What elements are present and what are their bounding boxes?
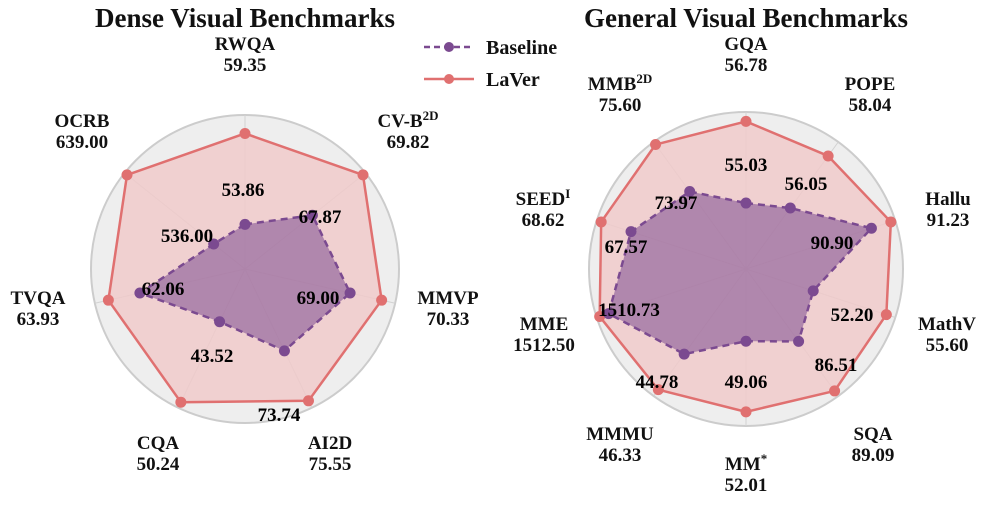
general-axis-name-gqa: GQA xyxy=(724,34,768,55)
general-axis-name-mm: MM* xyxy=(725,451,767,476)
general-baseline-label-sqa: 86.51 xyxy=(815,355,858,376)
general-laver-point-pope xyxy=(822,150,834,162)
dense-baseline-point-ocrb xyxy=(208,238,220,250)
general-axis-name-mathv: MathV xyxy=(918,314,976,335)
dense-laver-point-ai2d xyxy=(302,395,314,407)
dense-laver-point-rwqa xyxy=(239,127,251,139)
general-baseline-point-hallu xyxy=(865,222,877,234)
dense-laver-value-rwqa: 59.35 xyxy=(224,55,267,76)
dense-axis-name-rwqa: RWQA xyxy=(215,34,276,55)
general-laver-point-mmmu xyxy=(652,384,664,396)
general-laver-point-sqa xyxy=(829,385,841,397)
general-baseline-label-mathv: 52.20 xyxy=(831,305,874,326)
general-axis-name-sqa: SQA xyxy=(853,424,892,445)
dense-baseline-polygon xyxy=(138,213,352,353)
general-baseline-point-pope xyxy=(784,202,796,214)
dense-axis-name-ai2d: AI2D xyxy=(308,433,352,454)
dense-baseline-label-cqa: 43.52 xyxy=(191,346,234,367)
dense-axis-name-ocrb: OCRB xyxy=(55,111,110,132)
general-laver-value-hallu: 91.23 xyxy=(927,210,970,231)
dense-baseline-label-rwqa: 53.86 xyxy=(222,180,265,201)
dense-baseline-label-ai2d: 73.74 xyxy=(258,405,301,426)
general-axis-name-pope: POPE xyxy=(845,74,896,95)
general-baseline-label-hallu: 90.90 xyxy=(811,233,854,254)
general-baseline-label-mmmu: 44.78 xyxy=(636,372,679,393)
general-baseline-label-gqa: 55.03 xyxy=(725,155,768,176)
dense-baseline-label-mmvp: 69.00 xyxy=(297,288,340,309)
dense-axis-name-tvqa: TVQA xyxy=(11,288,66,309)
general-radar-chart: 55.03 56.05 90.90 52.20 86.51 49.06 44.78 1510.… xyxy=(513,34,976,496)
general-laver-point-mme xyxy=(594,311,606,323)
general-laver-point-gqa xyxy=(740,115,752,127)
general-baseline-point-sqa xyxy=(793,335,805,347)
general-laver-value-mmb: 75.60 xyxy=(599,95,642,116)
general-baseline-point-seed xyxy=(625,226,637,238)
dense-laver-value-cqa: 50.24 xyxy=(137,454,180,475)
general-baseline-point-mmmu xyxy=(678,348,690,360)
legend: Baseline LaVer xyxy=(424,37,557,91)
general-laver-value-mathv: 55.60 xyxy=(926,335,969,356)
dense-laver-point-cv-b xyxy=(357,169,369,181)
dense-laver-point-tvqa xyxy=(102,294,114,306)
legend-laver-marker xyxy=(444,74,454,84)
dense-chart-title: Dense Visual Benchmarks xyxy=(95,3,395,33)
dense-laver-point-mmvp xyxy=(376,294,388,306)
dense-axis-name-cqa: CQA xyxy=(137,433,180,454)
general-chart-title: General Visual Benchmarks xyxy=(584,3,908,33)
dense-axis-name-mmvp: MMVP xyxy=(417,288,479,309)
legend-baseline-marker xyxy=(444,42,454,52)
dense-laver-value-ocrb: 639.00 xyxy=(56,132,108,153)
general-laver-point-seed xyxy=(595,216,607,228)
dense-baseline-label-cv-b: 67.87 xyxy=(299,207,342,228)
general-laver-point-mathv xyxy=(880,309,892,321)
legend-laver-label: LaVer xyxy=(486,69,540,91)
general-baseline-label-seed: 67.57 xyxy=(605,237,648,258)
dense-laver-value-cv-b: 69.82 xyxy=(387,132,430,153)
general-laver-point-hallu xyxy=(885,216,897,228)
dense-laver-value-ai2d: 75.55 xyxy=(309,454,352,475)
general-baseline-point-mmb xyxy=(684,186,696,198)
dense-laver-point-ocrb xyxy=(121,169,133,181)
dense-baseline-label-ocrb: 536.00 xyxy=(161,226,213,247)
general-axis-name-mme: MME xyxy=(520,314,569,335)
general-axis-name-hallu: Hallu xyxy=(925,189,971,210)
dense-radar-chart: 53.86 67.87 69.00 73.74 43.52 62.06 536.00 RWQA… xyxy=(11,34,479,475)
general-axis-name-mmb: MMB2D xyxy=(588,71,652,96)
general-baseline-point-gqa xyxy=(740,197,752,209)
dense-laver-point-cqa xyxy=(175,396,187,408)
general-axis-name-mmmu: MMMU xyxy=(586,424,654,445)
general-baseline-label-pope: 56.05 xyxy=(785,174,828,195)
dense-laver-value-mmvp: 70.33 xyxy=(427,309,470,330)
general-baseline-label-mmb: 73.97 xyxy=(655,193,698,214)
general-baseline-point-mm xyxy=(740,335,752,347)
dense-axis-name-cv-b: CV-B2D xyxy=(378,108,439,133)
general-laver-point-mm xyxy=(740,406,752,418)
general-laver-value-gqa: 56.78 xyxy=(725,55,768,76)
dense-baseline-point-ai2d xyxy=(278,345,290,357)
legend-baseline-label: Baseline xyxy=(486,37,557,59)
general-laver-value-mm: 52.01 xyxy=(725,475,768,496)
dense-baseline-point-cv-b xyxy=(306,209,318,221)
general-baseline-point-mathv xyxy=(807,285,819,297)
general-laver-value-mmmu: 46.33 xyxy=(599,445,642,466)
general-laver-value-mme: 1512.50 xyxy=(513,335,575,356)
dense-laver-value-tvqa: 63.93 xyxy=(17,309,60,330)
general-baseline-label-mm: 49.06 xyxy=(725,372,768,393)
general-laver-value-seed: 68.62 xyxy=(522,210,565,231)
dense-baseline-point-rwqa xyxy=(239,218,251,230)
dense-baseline-label-tvqa: 62.06 xyxy=(142,279,185,300)
general-laver-value-sqa: 89.09 xyxy=(852,445,895,466)
dense-baseline-point-cqa xyxy=(214,316,226,328)
dense-baseline-point-tvqa xyxy=(134,287,146,299)
general-baseline-label-mme: 1510.73 xyxy=(598,300,660,321)
general-axis-name-seed: SEEDI xyxy=(516,186,571,211)
general-laver-point-mmb xyxy=(650,139,662,151)
general-baseline-point-mme xyxy=(603,308,615,320)
dense-baseline-point-mmvp xyxy=(344,287,356,299)
general-laver-value-pope: 58.04 xyxy=(849,95,892,116)
